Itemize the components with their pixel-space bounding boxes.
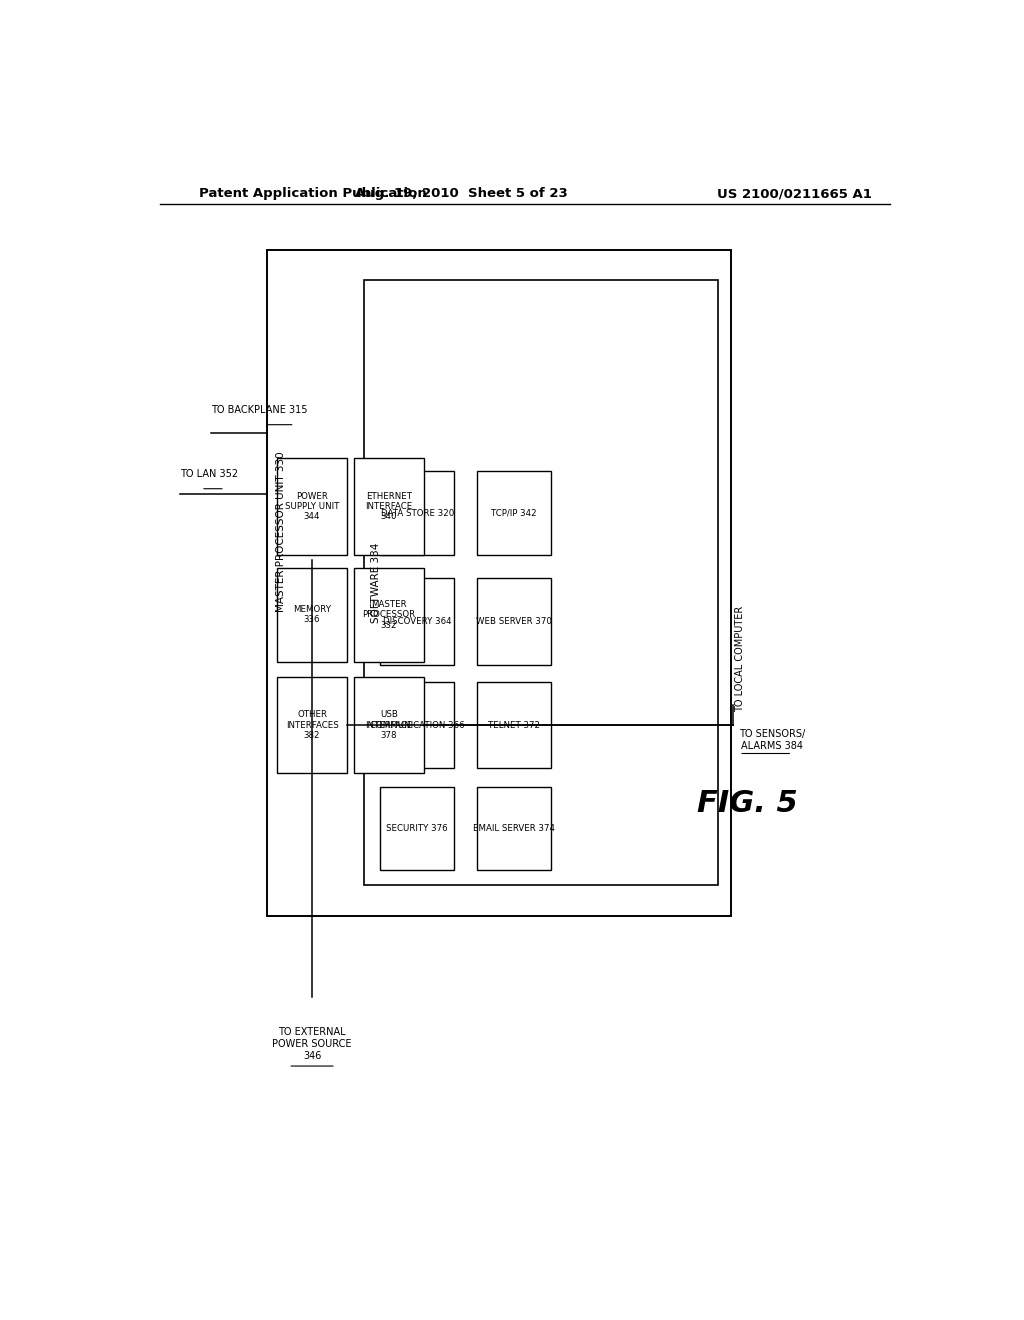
Text: Patent Application Publication: Patent Application Publication — [200, 187, 427, 201]
Text: COMMUNICATION 366: COMMUNICATION 366 — [370, 721, 465, 730]
Bar — [278, 677, 347, 774]
Text: TCP/IP 342: TCP/IP 342 — [492, 508, 537, 517]
Text: MASTER PROCESSOR UNIT 330: MASTER PROCESSOR UNIT 330 — [276, 451, 286, 612]
Text: TO EXTERNAL
POWER SOURCE
346: TO EXTERNAL POWER SOURCE 346 — [272, 1027, 352, 1061]
Text: TO BACKPLANE 315: TO BACKPLANE 315 — [211, 404, 308, 414]
Bar — [267, 249, 731, 916]
Bar — [354, 677, 424, 774]
Text: EMAIL SERVER 374: EMAIL SERVER 374 — [473, 824, 555, 833]
Text: US 2100/0211665 A1: US 2100/0211665 A1 — [717, 187, 872, 201]
Bar — [380, 578, 455, 664]
Text: TO LOCAL COMPUTER: TO LOCAL COMPUTER — [735, 606, 745, 711]
Text: SOFTWARE 334: SOFTWARE 334 — [372, 543, 381, 623]
Text: SECURITY 376: SECURITY 376 — [386, 824, 449, 833]
Bar — [477, 787, 551, 870]
Text: DATA STORE 320: DATA STORE 320 — [381, 508, 454, 517]
Text: FIG. 5: FIG. 5 — [696, 789, 798, 818]
Bar — [278, 458, 347, 554]
Bar — [380, 471, 455, 554]
Text: MASTER
PROCESSOR
332: MASTER PROCESSOR 332 — [362, 599, 416, 630]
Text: POWER
SUPPLY UNIT
344: POWER SUPPLY UNIT 344 — [285, 491, 339, 521]
Text: ETHERNET
INTERFACE
340: ETHERNET INTERFACE 340 — [366, 491, 413, 521]
Bar — [278, 568, 347, 661]
Text: WEB SERVER 370: WEB SERVER 370 — [476, 616, 552, 626]
Bar — [477, 578, 551, 664]
Text: TO SENSORS/
ALARMS 384: TO SENSORS/ ALARMS 384 — [739, 730, 805, 751]
Bar — [380, 682, 455, 768]
Bar — [354, 458, 424, 554]
Bar — [380, 787, 455, 870]
Text: Aug. 19, 2010  Sheet 5 of 23: Aug. 19, 2010 Sheet 5 of 23 — [355, 187, 567, 201]
Bar — [354, 568, 424, 661]
Text: TELNET 372: TELNET 372 — [488, 721, 540, 730]
Text: OTHER
INTERFACES
382: OTHER INTERFACES 382 — [286, 710, 339, 741]
Text: MEMORY
336: MEMORY 336 — [293, 605, 331, 624]
Bar — [365, 280, 718, 886]
Bar — [477, 471, 551, 554]
Text: USB
INTERFACE
378: USB INTERFACE 378 — [366, 710, 413, 741]
Bar — [477, 682, 551, 768]
Text: DISCOVERY 364: DISCOVERY 364 — [383, 616, 452, 626]
Text: TO LAN 352: TO LAN 352 — [179, 469, 238, 479]
